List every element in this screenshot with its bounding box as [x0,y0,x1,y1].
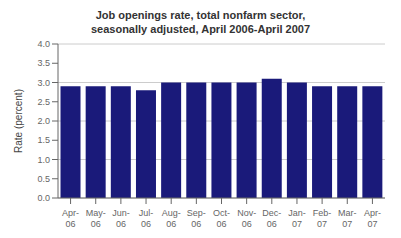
svg-text:Sep-06: Sep-06 [187,208,206,229]
svg-text:Rate (percent): Rate (percent) [13,89,24,153]
html-text:seasonally adjusted, April 200: seasonally adjusted, April 2006-April 20… [91,23,310,35]
svg-text:1.0: 1.0 [37,155,50,165]
svg-text:Jan-07: Jan-07 [288,208,306,229]
svg-text:1.5: 1.5 [37,135,50,145]
svg-text:4.0: 4.0 [37,39,50,49]
svg-text:0.5: 0.5 [37,174,50,184]
svg-text:3.5: 3.5 [37,58,50,68]
svg-text:Jun-06: Jun-06 [112,208,130,229]
svg-text:2.0: 2.0 [37,116,50,126]
svg-text:3.0: 3.0 [37,78,50,88]
svg-text:Nov-06: Nov-06 [237,208,256,229]
svg-text:Apr-06: Apr-06 [62,208,79,229]
svg-text:Oct-06: Oct-06 [213,208,230,229]
html-text:Job openings rate, total nonfa: Job openings rate, total nonfarm sector, [95,9,306,21]
svg-text:Feb-07: Feb-07 [313,208,332,229]
svg-text:Aug-06: Aug-06 [162,208,181,229]
svg-text:Mar-07: Mar-07 [338,208,357,229]
svg-text:Dec-06: Dec-06 [262,208,281,229]
svg-text:Apr-07: Apr-07 [364,208,381,229]
svg-text:0.0: 0.0 [37,193,50,203]
svg-text:May-06: May-06 [86,208,106,229]
svg-text:2.5: 2.5 [37,97,50,107]
svg-text:Jul-06: Jul-06 [139,208,154,229]
